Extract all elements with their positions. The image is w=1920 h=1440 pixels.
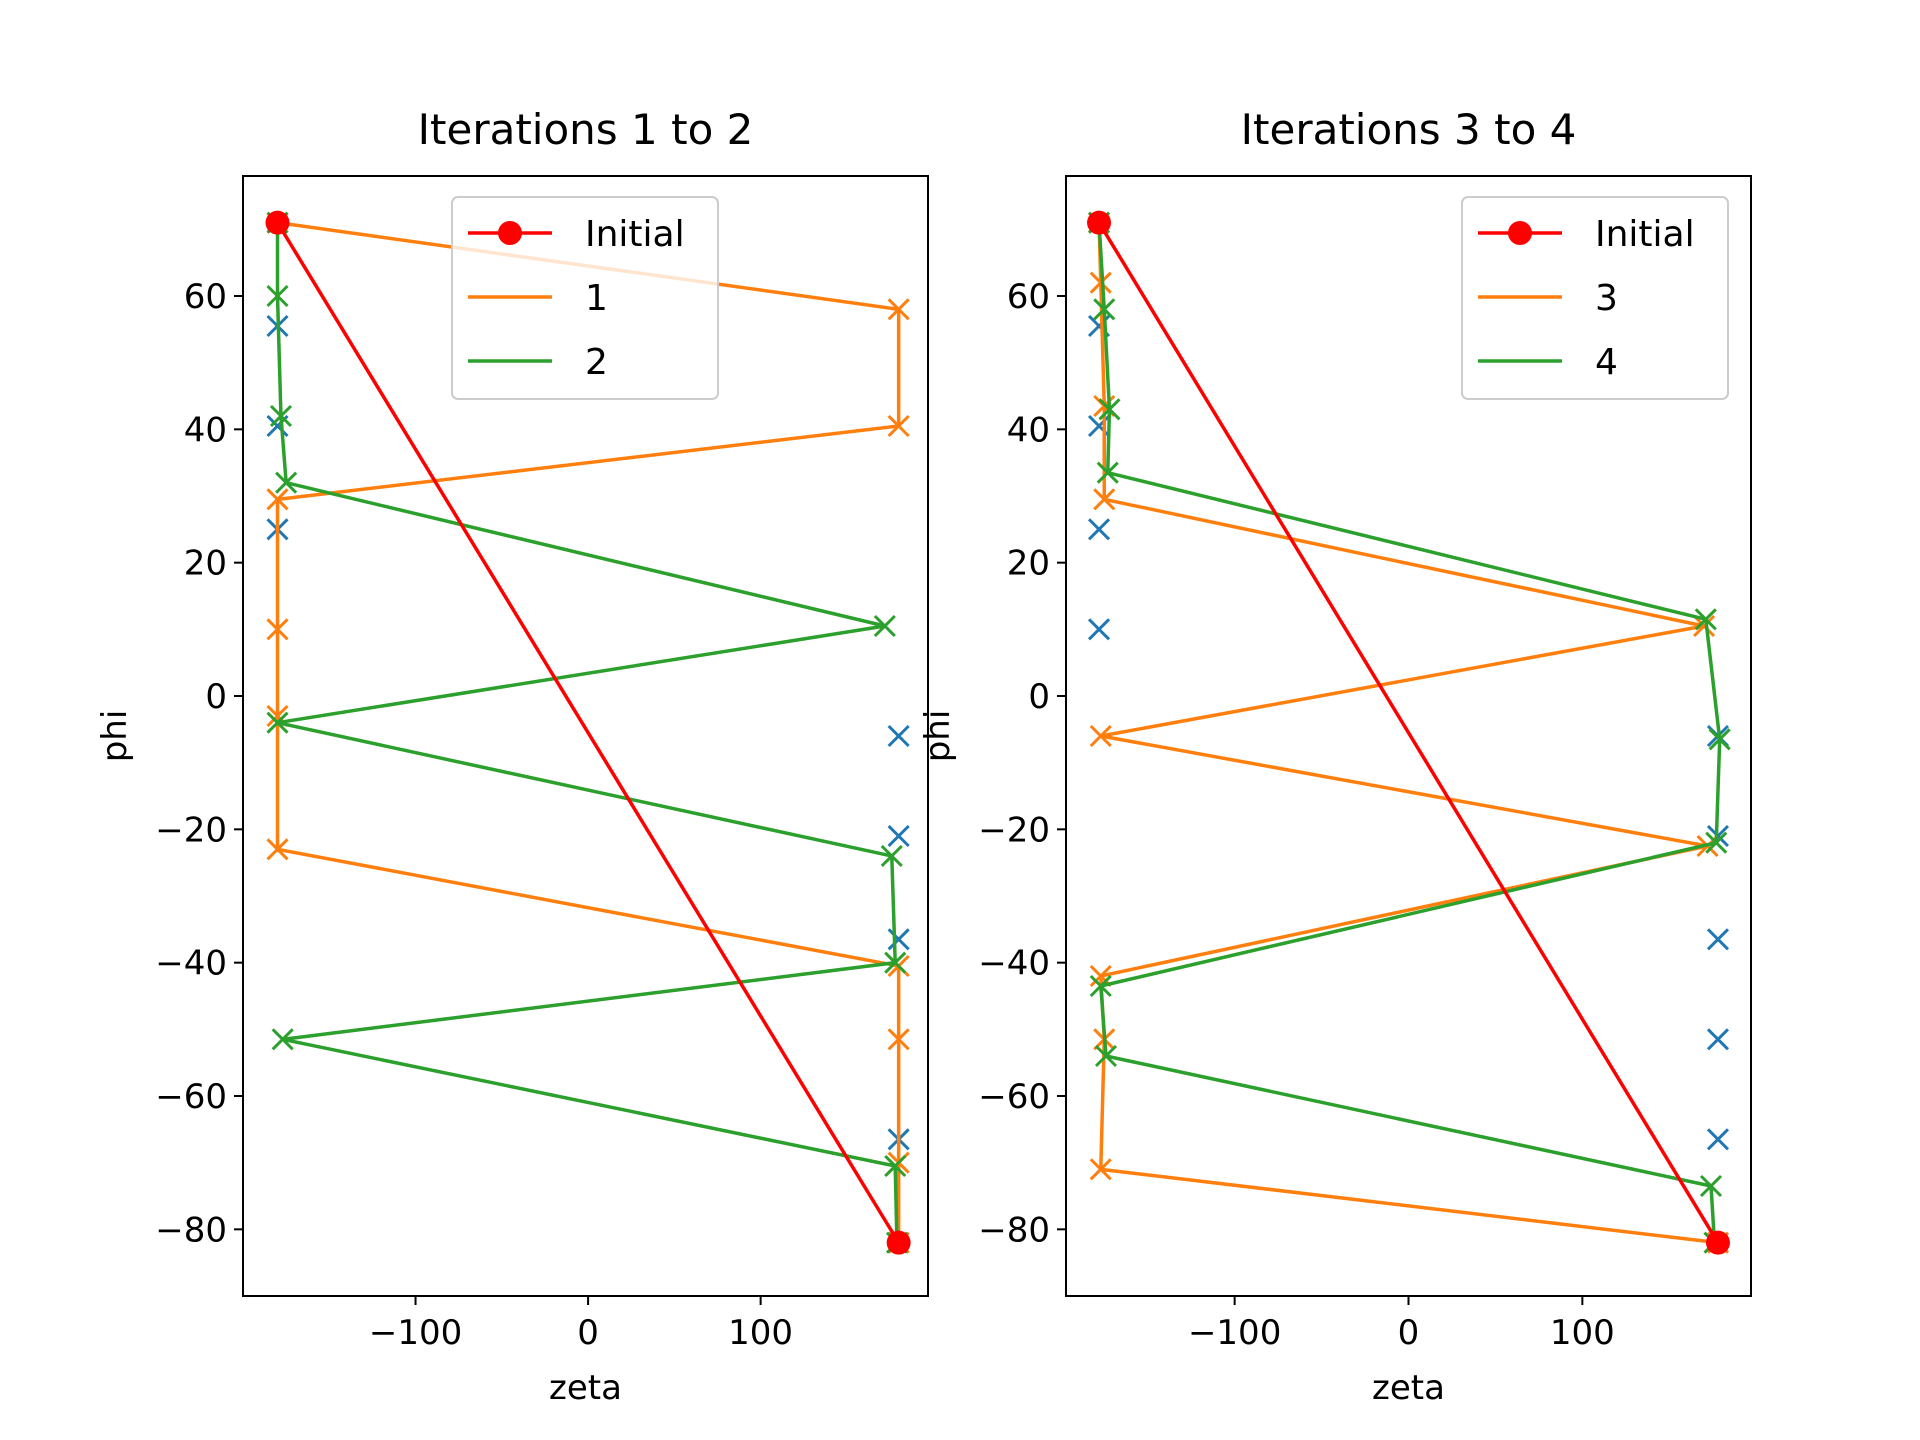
legend-frame	[1461, 196, 1729, 400]
data-point	[880, 844, 903, 868]
data-point	[887, 928, 910, 951]
data-point	[266, 838, 289, 861]
data-point	[266, 284, 289, 308]
data-point	[275, 471, 298, 494]
data-point	[1087, 518, 1111, 541]
data-point	[1087, 414, 1111, 438]
y-tick-label: −20	[978, 810, 1050, 850]
legend-label: Initial	[1595, 214, 1695, 255]
data-point	[1708, 728, 1731, 751]
legend-label: 3	[1595, 278, 1618, 319]
data-point	[266, 618, 289, 641]
data-point	[1705, 831, 1728, 854]
data-point	[887, 298, 910, 321]
data-point	[1094, 1044, 1118, 1068]
data-point	[1089, 724, 1112, 748]
data-point	[266, 488, 289, 511]
data-point	[266, 711, 289, 734]
data-point	[887, 1028, 910, 1051]
data-point	[873, 614, 896, 638]
subplot-1: Iterations 1 to 2 −100 0 100 −80 −60 −40 −20 0 20…	[95, 105, 929, 1408]
data-point	[1089, 974, 1112, 998]
y-tick-label: −40	[978, 944, 1050, 984]
data-point	[1694, 608, 1717, 631]
y-tick-label: 0	[1028, 677, 1050, 717]
data-point	[884, 951, 907, 974]
data-point	[269, 404, 293, 428]
legend-label: 1	[585, 278, 608, 319]
data-point	[1087, 210, 1112, 235]
legend: Initial 3 4	[1461, 196, 1729, 400]
x-tick-label: 0	[577, 1313, 599, 1353]
legend-label: 4	[1595, 342, 1618, 383]
chart-title: Iterations 1 to 2	[418, 105, 754, 154]
x-axis-label: zeta	[549, 1368, 622, 1408]
x-tick-label: −100	[1188, 1313, 1281, 1353]
data-point	[884, 1154, 907, 1178]
series-initial	[1087, 210, 1730, 1255]
data-point	[1089, 271, 1112, 294]
data-point	[887, 824, 910, 848]
legend-label: 2	[585, 342, 608, 383]
y-tick-label: 0	[205, 677, 227, 717]
y-tick-label: −60	[978, 1077, 1050, 1117]
data-point	[1093, 298, 1116, 321]
axes-frame	[242, 175, 929, 1297]
legend: Initial 1 2	[451, 196, 719, 400]
legend-frame	[451, 196, 719, 400]
legend-marker	[1508, 221, 1532, 245]
data-point	[1699, 1174, 1723, 1198]
data-point	[1706, 1128, 1730, 1151]
x-axis-label: zeta	[1372, 1368, 1445, 1408]
y-tick-label: 60	[1007, 277, 1050, 317]
data-point	[1692, 614, 1716, 638]
y-tick-label: −60	[155, 1077, 227, 1117]
y-tick-label: −80	[155, 1210, 227, 1250]
series-line	[276, 221, 901, 1244]
data-point	[1096, 461, 1119, 484]
x-tick-label: 100	[728, 1313, 793, 1353]
series-initial	[265, 210, 911, 1255]
data-point	[887, 724, 910, 748]
y-tick-label: 20	[184, 544, 227, 584]
x-tick-label: 0	[1398, 1313, 1420, 1353]
data-point	[1098, 398, 1121, 421]
legend-label: Initial	[585, 214, 685, 255]
data-point	[1706, 1028, 1730, 1051]
y-axis-label: phi	[918, 710, 958, 763]
y-tick-label: −20	[155, 810, 227, 850]
data-point	[887, 414, 910, 438]
y-tick-label: −40	[155, 944, 227, 984]
data-point	[265, 210, 290, 235]
data-point	[1089, 1158, 1112, 1181]
data-point	[1087, 618, 1111, 641]
data-point	[1093, 488, 1116, 511]
data-point	[886, 1230, 911, 1255]
y-tick-label: −80	[978, 1210, 1050, 1250]
y-tick-label: 60	[184, 277, 227, 317]
y-tick-label: 40	[1007, 410, 1050, 450]
x-tick-label: 100	[1550, 1313, 1615, 1353]
chart-title: Iterations 3 to 4	[1241, 105, 1577, 154]
y-tick-label: 20	[1007, 544, 1050, 584]
data-point	[271, 1028, 294, 1051]
data-point	[1706, 928, 1730, 951]
y-tick-label: 40	[184, 410, 227, 450]
x-tick-label: −100	[369, 1313, 462, 1353]
legend-marker	[498, 221, 522, 245]
series-line	[1097, 221, 1720, 1244]
subplot-2: Iterations 3 to 4 −100 0 100 −80 −60 −40 −20 0 20…	[918, 105, 1752, 1408]
y-axis-label: phi	[95, 710, 135, 763]
data-point	[1705, 1230, 1730, 1255]
